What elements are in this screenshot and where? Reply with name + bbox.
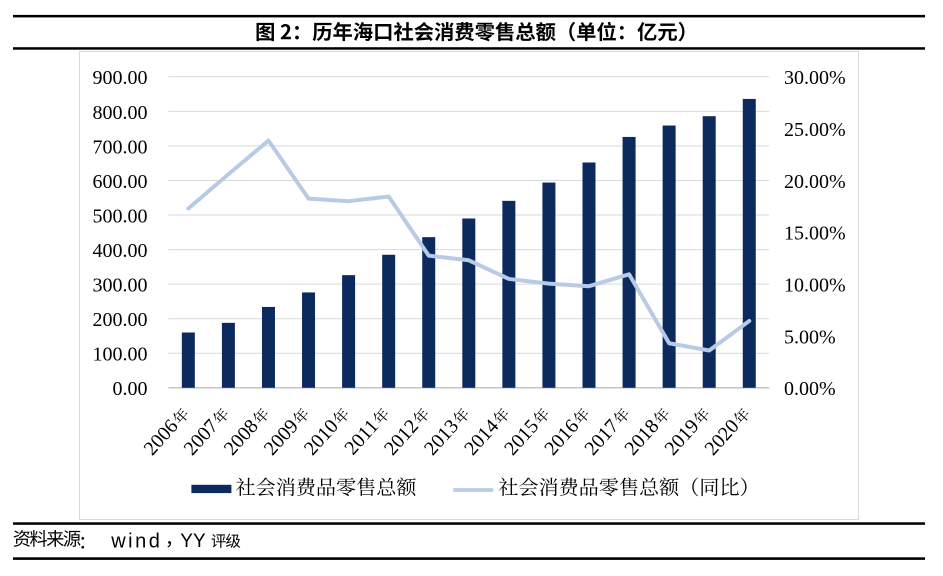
svg-text:20.00%: 20.00% [784,171,846,193]
svg-text:700.00: 700.00 [93,136,148,158]
svg-text:10.00%: 10.00% [784,275,846,297]
svg-text:wind: wind [110,530,162,552]
svg-text:600.00: 600.00 [93,171,148,193]
svg-text:300.00: 300.00 [93,275,148,297]
svg-text:25.00%: 25.00% [784,119,846,141]
svg-text:100.00: 100.00 [93,344,148,366]
svg-text:0.00: 0.00 [113,378,148,400]
svg-text:5.00%: 5.00% [784,326,836,348]
svg-text:500.00: 500.00 [93,205,148,227]
svg-text:YY: YY [180,531,206,552]
svg-text:800.00: 800.00 [93,102,148,124]
svg-text:0.00%: 0.00% [784,378,836,400]
svg-text:200.00: 200.00 [93,309,148,331]
svg-text:15.00%: 15.00% [784,223,846,245]
svg-text:400.00: 400.00 [93,240,148,262]
svg-text:30.00%: 30.00% [784,67,846,89]
svg-text:900.00: 900.00 [93,67,148,89]
